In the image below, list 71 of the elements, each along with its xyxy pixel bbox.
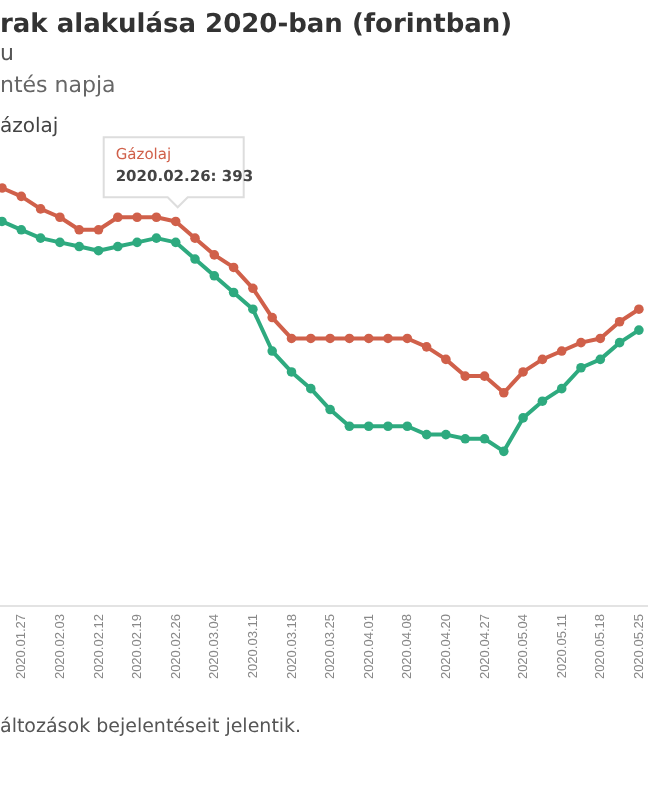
point <box>209 271 220 281</box>
point <box>132 237 142 248</box>
point <box>190 233 200 243</box>
chart-title: rak alakulása 2020-ban (forintban) <box>0 10 513 40</box>
point <box>421 429 432 440</box>
point <box>170 237 181 248</box>
point <box>595 333 606 344</box>
point <box>595 354 606 365</box>
point <box>306 333 316 344</box>
point <box>93 225 104 235</box>
point <box>402 333 413 344</box>
point <box>325 404 335 415</box>
text: áltozások bejelentéseit jelentik. <box>0 716 302 738</box>
point <box>325 333 335 344</box>
point <box>634 304 644 314</box>
point <box>248 304 258 314</box>
point <box>383 421 393 432</box>
point <box>556 383 567 394</box>
point <box>16 225 27 235</box>
point <box>209 250 220 260</box>
point <box>151 233 162 243</box>
point <box>267 312 277 323</box>
point <box>460 371 470 381</box>
point <box>614 316 625 327</box>
point <box>306 383 316 394</box>
point <box>16 191 27 202</box>
point <box>499 388 509 398</box>
text: ntés napja <box>0 72 116 98</box>
point <box>576 362 586 373</box>
point <box>421 342 432 352</box>
point <box>614 337 625 348</box>
point <box>286 333 297 344</box>
point <box>248 283 258 294</box>
point <box>228 287 239 298</box>
point <box>363 421 374 432</box>
point <box>363 333 374 344</box>
point <box>151 212 162 223</box>
point <box>74 241 84 252</box>
point <box>402 421 413 432</box>
point <box>479 434 490 444</box>
point <box>518 367 528 377</box>
point <box>267 346 277 356</box>
point <box>55 237 65 248</box>
point <box>170 216 181 227</box>
point <box>499 446 509 457</box>
point <box>383 333 393 344</box>
text: ázolaj <box>0 116 59 138</box>
point <box>441 354 451 365</box>
point <box>74 225 84 235</box>
point <box>344 333 355 344</box>
point <box>113 212 123 223</box>
point <box>576 337 586 348</box>
point <box>228 262 239 273</box>
point <box>344 421 355 432</box>
point <box>537 354 548 365</box>
point <box>132 212 142 223</box>
point <box>479 371 490 381</box>
chart-subtitle: u <box>0 40 14 66</box>
point <box>286 367 297 377</box>
point <box>93 245 104 256</box>
point <box>55 212 65 223</box>
point <box>113 241 123 252</box>
point <box>634 325 644 335</box>
point <box>556 346 567 356</box>
point <box>537 396 548 406</box>
point <box>35 233 46 243</box>
point <box>35 204 46 214</box>
point <box>441 429 451 440</box>
point <box>460 434 470 444</box>
point <box>190 254 200 264</box>
point <box>518 413 528 423</box>
